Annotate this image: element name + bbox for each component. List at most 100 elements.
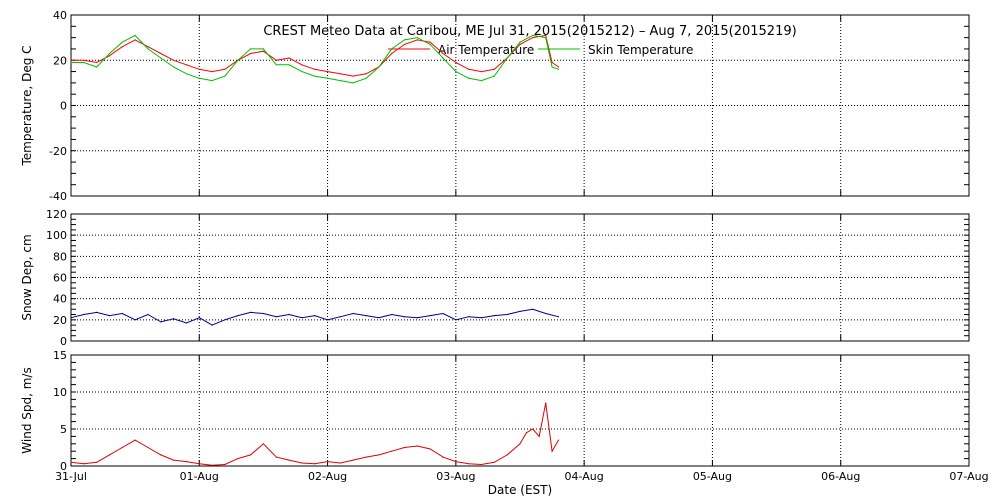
temperature-data-point: [121, 41, 123, 43]
temperature-ytick-label: 0: [60, 100, 67, 113]
wind-speed-ytick-label: 15: [53, 349, 67, 362]
temperature-data-point: [198, 68, 200, 70]
temperature-data-point: [429, 41, 431, 43]
snow-depth-data-point: [173, 318, 175, 320]
wind-speed-data-point: [250, 454, 252, 456]
temperature-panel: -40 -20 0 20 40 Temperature, Deg C: [20, 9, 970, 203]
temperature-data-point: [134, 39, 136, 41]
wind-speed-data-point: [121, 446, 123, 449]
wind-speed-data-point: [429, 448, 431, 450]
temperature-data-point: [96, 61, 98, 64]
temperature-data-point: [83, 61, 85, 64]
temperature-ytick-label: 40: [53, 9, 67, 22]
wind-speed-data-point: [173, 459, 175, 461]
wind-speed-data-point: [185, 461, 188, 463]
temperature-data-point: [455, 61, 457, 64]
wind-speed-ytick-label: 10: [53, 386, 67, 399]
wind-speed-frame: [70, 354, 970, 467]
temperature-data-point: [301, 71, 303, 73]
temperature-data-point: [442, 57, 444, 59]
temperature-data-point: [429, 43, 431, 46]
snow-depth-data-point: [83, 313, 85, 316]
temperature-data-point: [403, 39, 406, 41]
snow-depth-data-point: [391, 313, 393, 316]
wind-speed-y-axis-label: Wind Spd, m/s: [20, 367, 34, 453]
x-tick-label: 04-Aug: [565, 470, 604, 483]
temperature-data-point: [147, 46, 149, 48]
chart-title: CREST Meteo Data at Caribou, ME Jul 31, …: [263, 24, 796, 39]
x-tick-label: 02-Aug: [308, 470, 347, 483]
temperature-data-point: [121, 46, 123, 48]
temperature-y-axis-label: Temperature, Deg C: [20, 45, 34, 166]
snow-depth-data-point: [160, 321, 162, 323]
temperature-data-point: [557, 66, 560, 68]
snow-depth-ytick-label: 80: [53, 250, 67, 263]
snow-depth-data-point: [442, 312, 444, 315]
snow-depth-data-point: [108, 315, 111, 317]
x-tick-label: 07-Aug: [949, 470, 988, 483]
snow-depth-data-point: [506, 313, 508, 316]
temperature-data-point: [314, 68, 316, 70]
wind-speed-data-point: [237, 458, 239, 460]
snow-depth-data-point: [224, 319, 226, 321]
snow-depth-data-point: [378, 317, 380, 319]
temperature-data-point: [70, 59, 72, 61]
wind-speed-data-point: [134, 439, 136, 441]
wind-speed-data-point: [288, 459, 290, 461]
snow-depth-data-point: [250, 311, 252, 313]
temperature-data-point: [301, 64, 303, 66]
wind-speed-data-point: [403, 446, 406, 449]
temperature-data-point: [83, 59, 85, 61]
temperature-data-point: [327, 71, 329, 73]
snow-depth-data-point: [480, 317, 483, 319]
temperature-data-point: [551, 66, 553, 68]
snow-depth-data-point: [288, 313, 290, 316]
temperature-ytick-label: -20: [49, 145, 67, 158]
temperature-data-point: [237, 59, 239, 61]
x-tick-label: 31-Jul: [55, 470, 87, 483]
wind-speed-data-point: [468, 463, 470, 465]
snow-depth-ytick-label: 0: [60, 335, 67, 348]
temperature-data-point: [551, 61, 553, 64]
temperature-data-point: [532, 34, 534, 37]
temperature-data-point: [403, 43, 406, 46]
snow-depth-data-point: [403, 316, 406, 318]
snow-depth-data-point: [519, 310, 521, 312]
snow-depth-data-point: [275, 316, 277, 318]
snow-depth-data-point: [96, 311, 98, 313]
wind-speed-data-point: [365, 456, 367, 458]
snow-depth-data-point: [416, 317, 418, 319]
temperature-data-point: [468, 68, 470, 70]
snow-depth-data-point: [429, 315, 431, 317]
wind-speed-data-point: [545, 402, 547, 404]
snow-depth-ytick-label: 20: [53, 314, 67, 327]
snow-depth-data-point: [327, 319, 329, 321]
temperature-data-point: [211, 71, 213, 73]
temperature-data-point: [160, 52, 162, 55]
snow-depth-data-point: [365, 315, 367, 317]
temperature-data-point: [416, 37, 418, 39]
wind-speed-data-point: [557, 439, 560, 441]
temperature-data-point: [532, 37, 534, 39]
wind-speed-data-point: [83, 463, 85, 465]
snow-depth-data-point: [198, 317, 200, 319]
snow-depth-data-point: [134, 319, 136, 321]
x-tick-label: 05-Aug: [693, 470, 732, 483]
temperature-data-point: [134, 34, 136, 37]
wind-speed-ytick-label: 5: [60, 423, 67, 436]
snow-depth-ytick-label: 120: [46, 208, 67, 221]
temperature-data-point: [468, 77, 470, 79]
snow-depth-data-point: [545, 312, 547, 315]
temperature-data-point: [442, 52, 444, 55]
wind-speed-data-point: [352, 459, 354, 461]
temperature-data-point: [108, 52, 111, 55]
temperature-data-point: [339, 80, 341, 82]
temperature-data-point: [160, 57, 162, 59]
snow-depth-data-point: [70, 317, 72, 319]
snow-depth-data-point: [455, 319, 457, 321]
temperature-data-point: [391, 52, 393, 55]
temperature-data-point: [455, 71, 457, 73]
temperature-data-point: [519, 41, 521, 43]
temperature-data-point: [288, 64, 290, 66]
temperature-ytick-label: 20: [53, 54, 67, 67]
